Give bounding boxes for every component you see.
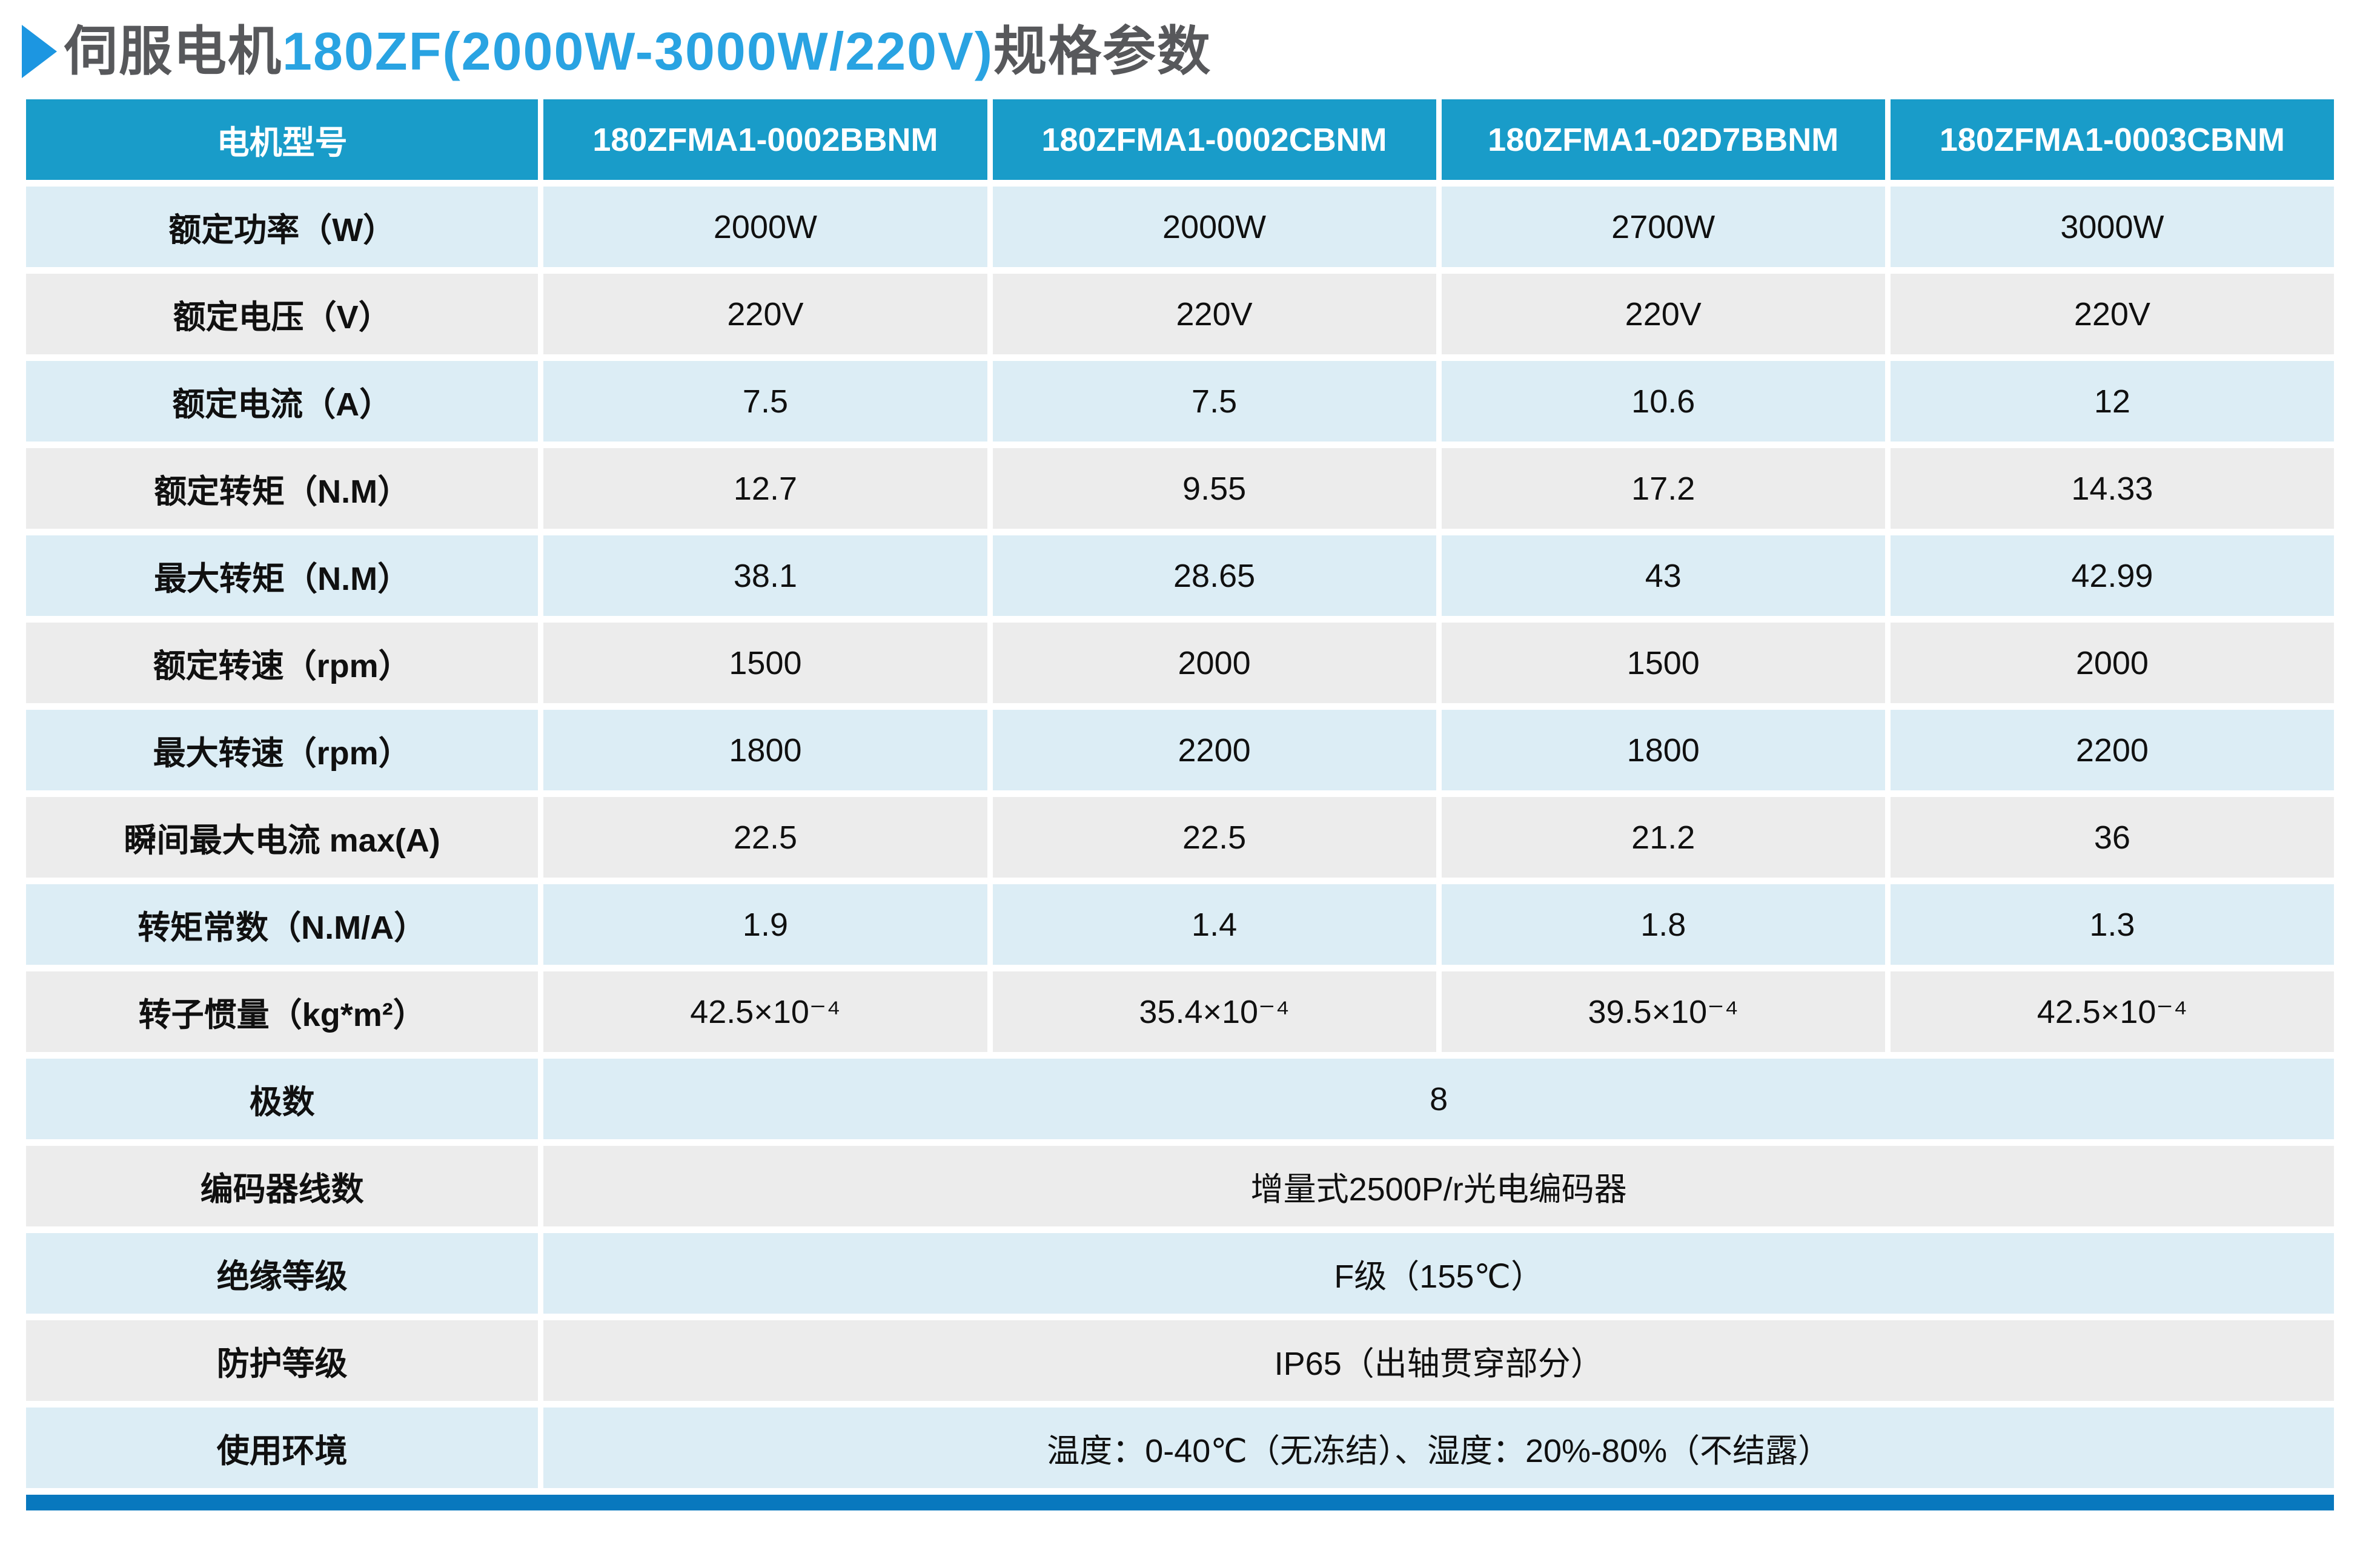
value-cell: 220V [1441, 274, 1885, 355]
value-cell: 7.5 [543, 361, 987, 442]
value-cell: 1800 [543, 710, 987, 791]
merged-value-cell: 增量式2500P/r光电编码器 [543, 1146, 2334, 1227]
value-cell: 39.5×10⁻⁴ [1441, 971, 1885, 1053]
table-row: 最大转矩（N.M） 38.1 28.65 43 42.99 [26, 535, 2334, 617]
table-row: 编码器线数 增量式2500P/r光电编码器 [26, 1146, 2334, 1227]
value-cell: 2700W [1441, 187, 1885, 268]
value-cell: 2000W [543, 187, 987, 268]
merged-value-cell: F级（155℃） [543, 1233, 2334, 1314]
table-row: 使用环境 温度：0-40℃（无冻结）、湿度：20%-80%（不结露） [26, 1408, 2334, 1489]
row-label: 最大转速（rpm） [26, 710, 539, 791]
table-row: 转矩常数（N.M/A） 1.9 1.4 1.8 1.3 [26, 884, 2334, 965]
merged-value-cell: IP65（出轴贯穿部分） [543, 1320, 2334, 1401]
table-row: 防护等级 IP65（出轴贯穿部分） [26, 1320, 2334, 1401]
table-row: 瞬间最大电流 max(A) 22.5 22.5 21.2 36 [26, 797, 2334, 878]
value-cell: 22.5 [543, 797, 987, 878]
row-label: 额定转速（rpm） [26, 623, 539, 704]
table-row: 额定电流（A） 7.5 7.5 10.6 12 [26, 361, 2334, 442]
column-header: 180ZFMA1-02D7BBNM [1441, 99, 1885, 180]
value-cell: 43 [1441, 535, 1885, 617]
value-cell: 2000W [992, 187, 1436, 268]
table-row: 最大转速（rpm） 1800 2200 1800 2200 [26, 710, 2334, 791]
value-cell: 7.5 [992, 361, 1436, 442]
value-cell: 1.4 [992, 884, 1436, 965]
value-cell: 17.2 [1441, 448, 1885, 529]
value-cell: 2200 [992, 710, 1436, 791]
value-cell: 14.33 [1890, 448, 2334, 529]
title-prefix: 伺服电机 [64, 21, 283, 81]
spec-table: 电机型号 180ZFMA1-0002BBNM 180ZFMA1-0002CBNM… [21, 93, 2339, 1495]
value-cell: 28.65 [992, 535, 1436, 617]
value-cell: 220V [1890, 274, 2334, 355]
value-cell: 10.6 [1441, 361, 1885, 442]
row-label: 防护等级 [26, 1320, 539, 1401]
value-cell: 35.4×10⁻⁴ [992, 971, 1436, 1053]
value-cell: 42.5×10⁻⁴ [1890, 971, 2334, 1053]
merged-value-cell: 8 [543, 1059, 2334, 1140]
value-cell: 12.7 [543, 448, 987, 529]
column-header: 180ZFMA1-0002CBNM [992, 99, 1436, 180]
value-cell: 1.3 [1890, 884, 2334, 965]
column-header: 180ZFMA1-0003CBNM [1890, 99, 2334, 180]
value-cell: 1500 [543, 623, 987, 704]
row-label: 使用环境 [26, 1408, 539, 1489]
table-row: 额定转速（rpm） 1500 2000 1500 2000 [26, 623, 2334, 704]
value-cell: 36 [1890, 797, 2334, 878]
row-label: 绝缘等级 [26, 1233, 539, 1314]
title-suffix: 规格参数 [993, 21, 1212, 81]
value-cell: 12 [1890, 361, 2334, 442]
value-cell: 22.5 [992, 797, 1436, 878]
value-cell: 3000W [1890, 187, 2334, 268]
table-row: 额定转矩（N.M） 12.7 9.55 17.2 14.33 [26, 448, 2334, 529]
value-cell: 21.2 [1441, 797, 1885, 878]
row-label: 额定功率（W） [26, 187, 539, 268]
value-cell: 1.9 [543, 884, 987, 965]
value-cell: 2000 [992, 623, 1436, 704]
page-root: { "title": { "prefix": "伺服电机", "highligh… [0, 21, 2360, 1568]
value-cell: 220V [992, 274, 1436, 355]
page-title: 伺服电机180ZF(2000W-3000W/220V)规格参数 [64, 21, 1211, 82]
table-row: 绝缘等级 F级（155℃） [26, 1233, 2334, 1314]
value-cell: 1500 [1441, 623, 1885, 704]
value-cell: 9.55 [992, 448, 1436, 529]
row-label: 转子惯量（kg*m²） [26, 971, 539, 1053]
table-row: 极数 8 [26, 1059, 2334, 1140]
value-cell: 1800 [1441, 710, 1885, 791]
value-cell: 42.99 [1890, 535, 2334, 617]
row-label: 额定电压（V） [26, 274, 539, 355]
title-arrow-icon [22, 24, 57, 78]
table-row: 额定电压（V） 220V 220V 220V 220V [26, 274, 2334, 355]
bottom-accent-bar [26, 1495, 2334, 1511]
value-cell: 2200 [1890, 710, 2334, 791]
table-row: 额定功率（W） 2000W 2000W 2700W 3000W [26, 187, 2334, 268]
row-label: 转矩常数（N.M/A） [26, 884, 539, 965]
title-section: 伺服电机180ZF(2000W-3000W/220V)规格参数 [22, 21, 2360, 82]
column-header: 电机型号 [26, 99, 539, 180]
header-row: 电机型号 180ZFMA1-0002BBNM 180ZFMA1-0002CBNM… [26, 99, 2334, 180]
table-row: 转子惯量（kg*m²） 42.5×10⁻⁴ 35.4×10⁻⁴ 39.5×10⁻… [26, 971, 2334, 1053]
title-highlight: 180ZF(2000W-3000W/220V) [282, 21, 994, 81]
row-label: 极数 [26, 1059, 539, 1140]
column-header: 180ZFMA1-0002BBNM [543, 99, 987, 180]
value-cell: 38.1 [543, 535, 987, 617]
row-label: 最大转矩（N.M） [26, 535, 539, 617]
merged-value-cell: 温度：0-40℃（无冻结）、湿度：20%-80%（不结露） [543, 1408, 2334, 1489]
value-cell: 2000 [1890, 623, 2334, 704]
value-cell: 220V [543, 274, 987, 355]
value-cell: 1.8 [1441, 884, 1885, 965]
value-cell: 42.5×10⁻⁴ [543, 971, 987, 1053]
row-label: 额定转矩（N.M） [26, 448, 539, 529]
row-label: 额定电流（A） [26, 361, 539, 442]
row-label: 瞬间最大电流 max(A) [26, 797, 539, 878]
row-label: 编码器线数 [26, 1146, 539, 1227]
